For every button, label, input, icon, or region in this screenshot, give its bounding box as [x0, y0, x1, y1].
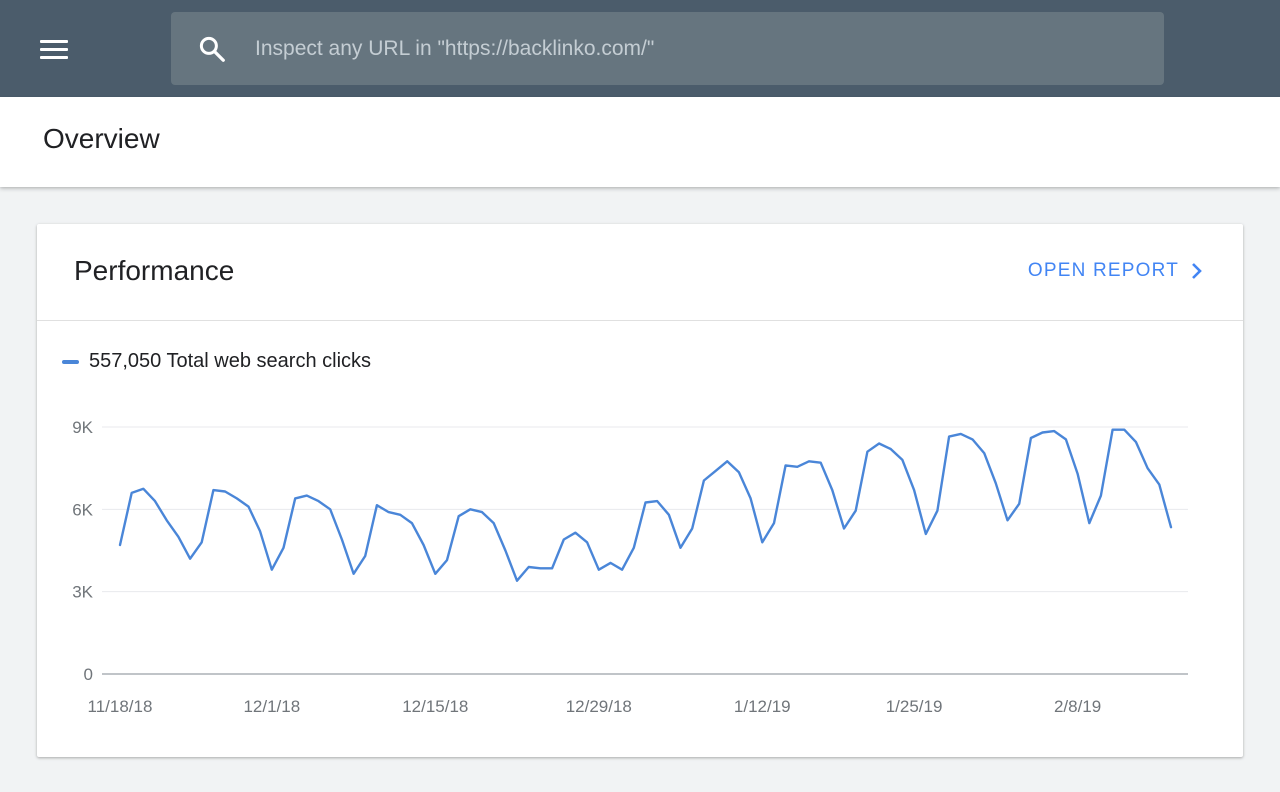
legend-label: 557,050 Total web search clicks: [89, 350, 372, 372]
performance-card: Performance OPEN REPORT 557,050 Total we…: [37, 224, 1243, 757]
chevron-right-icon[interactable]: [1191, 262, 1203, 280]
page-header: Overview: [0, 97, 1280, 187]
x-tick-label: 12/29/18: [566, 697, 632, 716]
x-tick-label: 1/12/19: [734, 697, 791, 716]
chart-legend[interactable]: 557,050 Total web search clicks: [62, 350, 371, 373]
y-tick-label: 0: [84, 665, 93, 684]
menu-icon[interactable]: [30, 29, 78, 69]
url-inspection-search[interactable]: [171, 12, 1164, 85]
x-tick-label: 11/18/18: [88, 697, 153, 716]
x-tick-label: 1/25/19: [886, 697, 943, 716]
series-line-clicks: [118, 428, 1173, 582]
y-tick-label: 9K: [72, 418, 93, 437]
card-title: Performance: [74, 255, 235, 286]
x-tick-label: 12/15/18: [402, 697, 468, 716]
top-app-bar: [0, 0, 1280, 97]
page-title: Overview: [43, 123, 160, 154]
y-tick-label: 6K: [72, 500, 93, 519]
open-report-label[interactable]: OPEN REPORT: [1027, 260, 1179, 281]
card-divider: [37, 320, 1243, 321]
performance-chart: 0 3K 6K 9K 11/18/18 12/1/18 12/15/18 12/29/18 1/…: [72, 418, 1188, 716]
x-tick-label: 12/1/18: [243, 697, 300, 716]
search-input[interactable]: [255, 12, 1135, 85]
legend-swatch: [62, 359, 79, 364]
y-tick-label: 3K: [72, 583, 93, 602]
open-report-link[interactable]: OPEN REPORT: [1028, 260, 1203, 282]
search-icon[interactable]: [197, 34, 227, 64]
x-tick-label: 2/8/19: [1054, 697, 1101, 716]
